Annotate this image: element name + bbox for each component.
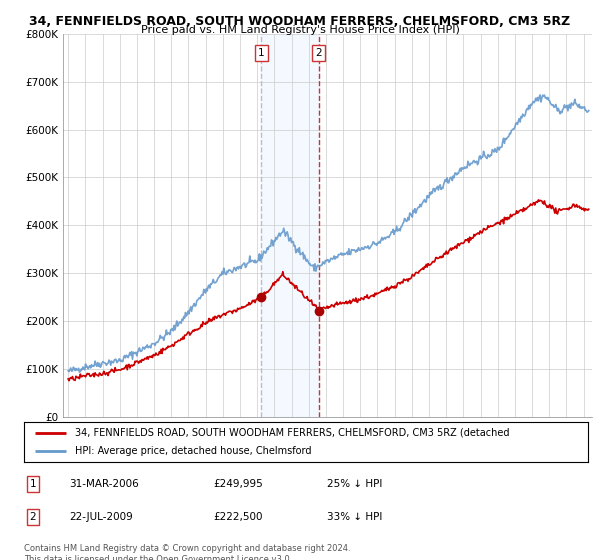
Text: Price paid vs. HM Land Registry's House Price Index (HPI): Price paid vs. HM Land Registry's House …: [140, 25, 460, 35]
Text: Contains HM Land Registry data © Crown copyright and database right 2024.
This d: Contains HM Land Registry data © Crown c…: [24, 544, 350, 560]
Text: 2: 2: [316, 48, 322, 58]
Text: 1: 1: [29, 479, 37, 489]
Text: 2: 2: [29, 512, 37, 522]
Text: 1: 1: [258, 48, 265, 58]
Text: HPI: Average price, detached house, Chelmsford: HPI: Average price, detached house, Chel…: [75, 446, 311, 456]
Text: 31-MAR-2006: 31-MAR-2006: [69, 479, 139, 489]
Text: 34, FENNFIELDS ROAD, SOUTH WOODHAM FERRERS, CHELMSFORD, CM3 5RZ (detached: 34, FENNFIELDS ROAD, SOUTH WOODHAM FERRE…: [75, 428, 509, 437]
Text: 25% ↓ HPI: 25% ↓ HPI: [327, 479, 382, 489]
Text: 33% ↓ HPI: 33% ↓ HPI: [327, 512, 382, 522]
Text: £249,995: £249,995: [213, 479, 263, 489]
Text: 34, FENNFIELDS ROAD, SOUTH WOODHAM FERRERS, CHELMSFORD, CM3 5RZ: 34, FENNFIELDS ROAD, SOUTH WOODHAM FERRE…: [29, 15, 571, 27]
Text: 22-JUL-2009: 22-JUL-2009: [69, 512, 133, 522]
Text: £222,500: £222,500: [213, 512, 263, 522]
Bar: [262, 34, 319, 417]
